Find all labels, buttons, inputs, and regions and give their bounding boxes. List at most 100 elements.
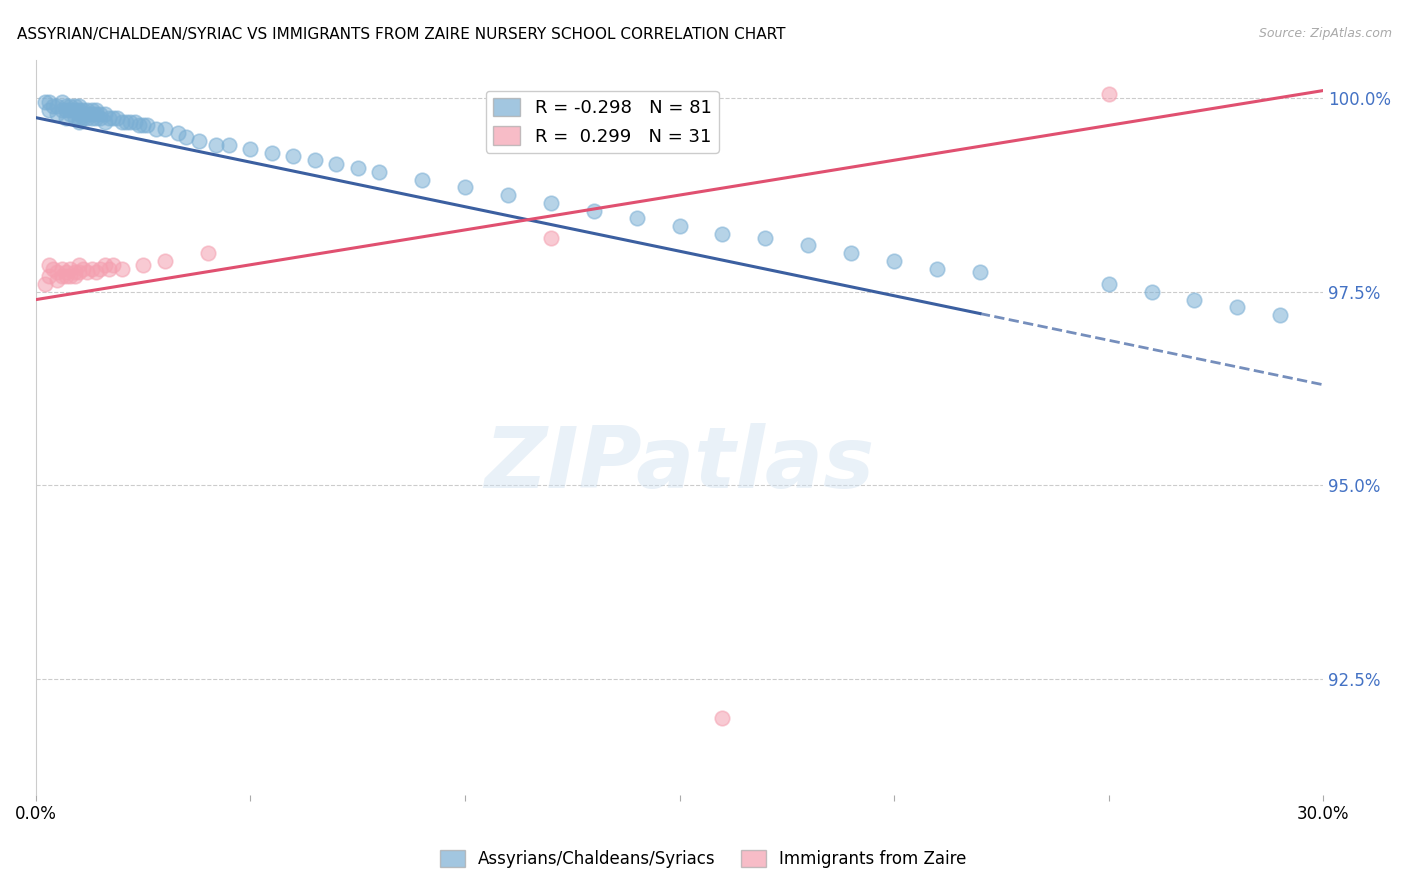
Point: [93, 107, 115, 121]
Point: [84, 111, 107, 125]
Point: [84, 107, 107, 121]
Point: [51, 261, 73, 276]
Point: [67, 103, 90, 117]
Point: [63, 99, 86, 113]
Point: [969, 265, 991, 279]
Point: [1097, 277, 1119, 292]
Point: [368, 165, 391, 179]
Point: [55, 99, 77, 113]
Point: [93, 114, 115, 128]
Point: [411, 172, 433, 186]
Point: [153, 253, 176, 268]
Point: [145, 122, 167, 136]
Point: [111, 261, 134, 276]
Point: [38, 258, 60, 272]
Point: [55, 265, 77, 279]
Point: [38, 95, 60, 110]
Point: [711, 227, 734, 241]
Point: [188, 134, 211, 148]
Point: [67, 265, 90, 279]
Point: [59, 269, 82, 284]
Point: [797, 238, 820, 252]
Point: [63, 265, 86, 279]
Point: [80, 103, 103, 117]
Point: [97, 261, 120, 276]
Point: [668, 219, 690, 233]
Point: [42, 99, 65, 113]
Point: [454, 180, 477, 194]
Point: [101, 111, 124, 125]
Point: [97, 111, 120, 125]
Point: [626, 211, 648, 226]
Point: [346, 161, 368, 175]
Point: [283, 149, 305, 163]
Point: [120, 114, 142, 128]
Point: [839, 246, 862, 260]
Point: [166, 126, 188, 140]
Point: [132, 119, 155, 133]
Point: [132, 258, 155, 272]
Point: [59, 107, 82, 121]
Point: [67, 111, 90, 125]
Point: [124, 114, 146, 128]
Point: [540, 230, 562, 244]
Point: [76, 107, 98, 121]
Point: [496, 188, 519, 202]
Point: [136, 119, 159, 133]
Point: [111, 114, 134, 128]
Point: [76, 265, 98, 279]
Point: [51, 95, 73, 110]
Point: [1140, 285, 1163, 299]
Point: [67, 258, 90, 272]
Point: [540, 195, 562, 210]
Point: [34, 277, 56, 292]
Legend: Assyrians/Chaldeans/Syriacs, Immigrants from Zaire: Assyrians/Chaldeans/Syriacs, Immigrants …: [433, 843, 973, 875]
Point: [51, 103, 73, 117]
Point: [42, 261, 65, 276]
Point: [59, 99, 82, 113]
Point: [34, 95, 56, 110]
Point: [1184, 293, 1206, 307]
Point: [754, 230, 776, 244]
Point: [67, 114, 90, 128]
Point: [55, 111, 77, 125]
Point: [89, 261, 111, 276]
Point: [46, 99, 69, 113]
Point: [76, 103, 98, 117]
Point: [107, 111, 129, 125]
Point: [93, 258, 115, 272]
Point: [38, 103, 60, 117]
Text: ASSYRIAN/CHALDEAN/SYRIAC VS IMMIGRANTS FROM ZAIRE NURSERY SCHOOL CORRELATION CHA: ASSYRIAN/CHALDEAN/SYRIAC VS IMMIGRANTS F…: [17, 27, 786, 42]
Point: [63, 111, 86, 125]
Point: [711, 711, 734, 725]
Point: [115, 114, 138, 128]
Point: [80, 107, 103, 121]
Point: [153, 122, 176, 136]
Point: [63, 103, 86, 117]
Point: [46, 107, 69, 121]
Point: [38, 269, 60, 284]
Point: [925, 261, 948, 276]
Point: [128, 119, 150, 133]
Point: [304, 153, 326, 168]
Point: [260, 145, 283, 160]
Point: [67, 107, 90, 121]
Point: [1226, 301, 1249, 315]
Point: [72, 107, 94, 121]
Point: [84, 265, 107, 279]
Point: [1097, 87, 1119, 102]
Legend: R = -0.298   N = 81, R =  0.299   N = 31: R = -0.298 N = 81, R = 0.299 N = 31: [486, 91, 718, 153]
Point: [582, 203, 605, 218]
Point: [239, 142, 262, 156]
Point: [51, 269, 73, 284]
Text: Source: ZipAtlas.com: Source: ZipAtlas.com: [1258, 27, 1392, 40]
Text: ZIPatlas: ZIPatlas: [485, 423, 875, 506]
Point: [72, 261, 94, 276]
Point: [72, 111, 94, 125]
Point: [72, 103, 94, 117]
Point: [1270, 308, 1292, 322]
Point: [76, 111, 98, 125]
Point: [67, 99, 90, 113]
Point: [80, 111, 103, 125]
Point: [46, 265, 69, 279]
